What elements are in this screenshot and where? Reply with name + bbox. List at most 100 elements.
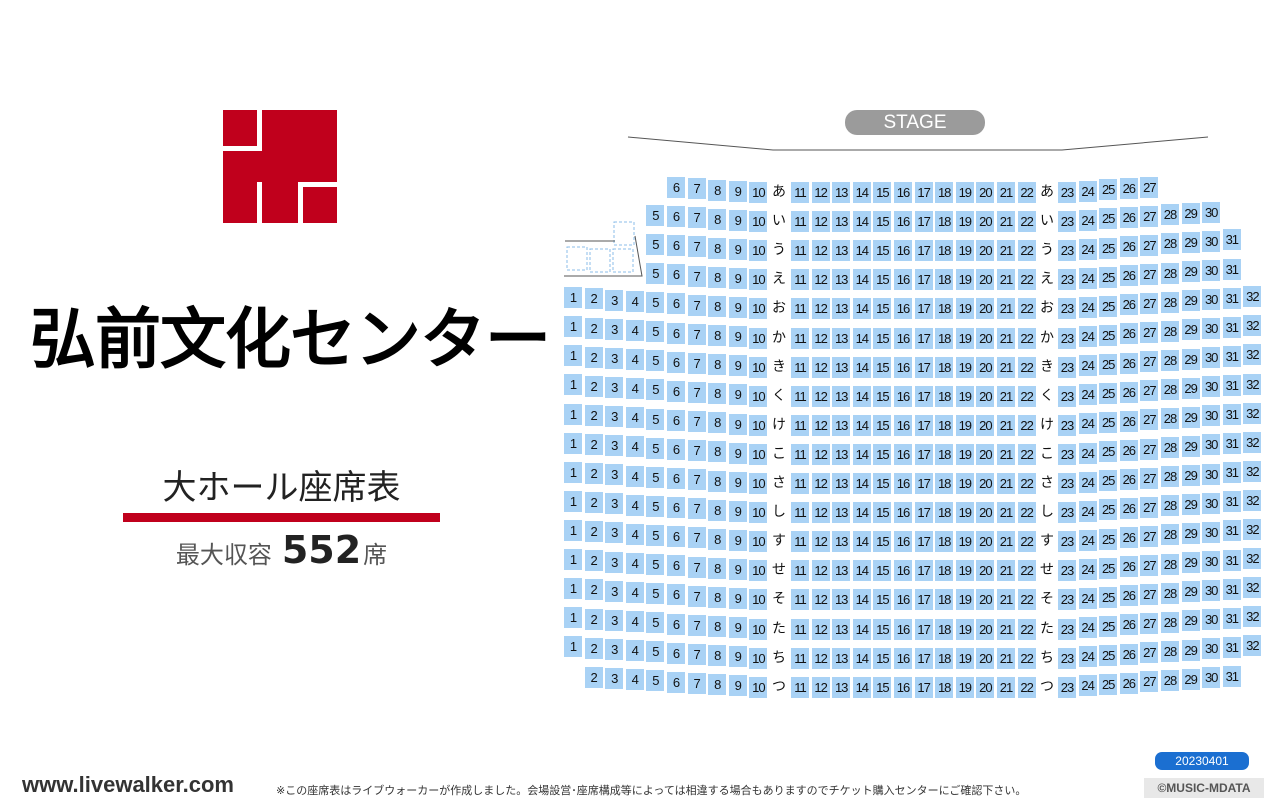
seat: 22 bbox=[1017, 385, 1036, 407]
seat: 3 bbox=[605, 289, 624, 311]
seat: 10 bbox=[749, 473, 768, 494]
seat: 16 bbox=[894, 560, 912, 582]
seat: 23 bbox=[1058, 647, 1076, 669]
seat: 25 bbox=[1099, 644, 1118, 666]
seat: 2 bbox=[584, 375, 603, 397]
seat: 21 bbox=[997, 414, 1015, 436]
seat: 27 bbox=[1140, 380, 1159, 402]
seat: 19 bbox=[955, 211, 974, 233]
seat: 7 bbox=[687, 614, 706, 636]
seat: 1 bbox=[564, 374, 582, 396]
seat: 17 bbox=[914, 327, 933, 349]
seat: 31 bbox=[1222, 404, 1241, 425]
seat: 16 bbox=[894, 647, 912, 669]
seat: 18 bbox=[935, 443, 954, 465]
seat: 26 bbox=[1119, 410, 1138, 432]
row-label: お bbox=[1040, 300, 1054, 317]
seat: 12 bbox=[811, 211, 830, 233]
seat: 12 bbox=[811, 676, 830, 698]
seat: 25 bbox=[1099, 266, 1118, 288]
seat: 32 bbox=[1243, 431, 1262, 453]
row-label: そ bbox=[1040, 591, 1054, 608]
seat: 12 bbox=[811, 385, 830, 407]
seat: 7 bbox=[687, 323, 706, 345]
seat: 22 bbox=[1017, 473, 1036, 494]
seat: 19 bbox=[955, 414, 974, 436]
seat: 15 bbox=[873, 502, 892, 524]
seat: 14 bbox=[852, 676, 871, 698]
seat: 11 bbox=[791, 211, 809, 233]
seat: 14 bbox=[852, 531, 871, 553]
seat: 10 bbox=[749, 647, 768, 669]
seat: 20 bbox=[976, 502, 995, 524]
seat: 19 bbox=[955, 647, 974, 669]
seat: 7 bbox=[687, 236, 706, 258]
seat: 31 bbox=[1222, 491, 1241, 513]
seat: 2 bbox=[584, 433, 603, 455]
seat: 29 bbox=[1181, 261, 1200, 283]
seat: 6 bbox=[667, 206, 685, 228]
seat: 11 bbox=[791, 443, 809, 465]
seat: 31 bbox=[1222, 607, 1241, 629]
seat: 28 bbox=[1161, 611, 1179, 633]
seat: 14 bbox=[852, 240, 871, 262]
seat: 32 bbox=[1243, 577, 1262, 599]
seat: 27 bbox=[1140, 642, 1159, 664]
seat: 8 bbox=[708, 266, 727, 288]
seat: 26 bbox=[1119, 585, 1138, 607]
seat: 21 bbox=[997, 560, 1015, 582]
row-label: し bbox=[1040, 504, 1054, 521]
row-label: く bbox=[1040, 387, 1054, 404]
seat: 25 bbox=[1099, 470, 1118, 492]
row-label: せ bbox=[1040, 562, 1054, 579]
seat: 16 bbox=[894, 269, 912, 291]
seat: 16 bbox=[894, 356, 912, 378]
seat: 13 bbox=[832, 560, 851, 582]
seat: 6 bbox=[667, 555, 685, 577]
seat: 15 bbox=[873, 443, 892, 465]
seat: 9 bbox=[728, 355, 747, 377]
seat: 31 bbox=[1222, 578, 1241, 600]
seat: 5 bbox=[646, 524, 665, 546]
seat: 13 bbox=[832, 502, 851, 524]
seat: 12 bbox=[811, 414, 830, 436]
seat: 12 bbox=[811, 647, 830, 669]
seat: 15 bbox=[873, 182, 892, 203]
row-label: か bbox=[1040, 329, 1054, 346]
seat: 15 bbox=[873, 240, 892, 262]
seat: 9 bbox=[728, 384, 747, 406]
seat: 24 bbox=[1078, 558, 1097, 580]
seat: 27 bbox=[1140, 525, 1159, 547]
seat: 26 bbox=[1119, 323, 1138, 345]
seat: 21 bbox=[997, 298, 1015, 320]
seat: 17 bbox=[914, 443, 933, 465]
seat: 21 bbox=[997, 618, 1015, 640]
seat: 30 bbox=[1202, 405, 1221, 427]
row-label: た bbox=[1040, 620, 1054, 637]
row-label: そ bbox=[772, 591, 786, 608]
row-label: し bbox=[772, 504, 786, 521]
seat: 28 bbox=[1161, 669, 1179, 691]
seat: 3 bbox=[605, 435, 624, 457]
seat: 10 bbox=[749, 182, 768, 203]
seat: 25 bbox=[1099, 557, 1118, 579]
seat: 31 bbox=[1222, 665, 1241, 687]
seat: 17 bbox=[914, 182, 933, 203]
seat: 4 bbox=[625, 552, 644, 574]
seat: 3 bbox=[605, 551, 624, 573]
seat: 11 bbox=[791, 240, 809, 262]
seat: 28 bbox=[1161, 524, 1179, 546]
seat: 14 bbox=[852, 298, 871, 320]
seat: 18 bbox=[935, 298, 954, 320]
seat: 26 bbox=[1119, 381, 1138, 403]
seat: 1 bbox=[564, 578, 582, 600]
seat: 27 bbox=[1140, 613, 1159, 635]
seat: 12 bbox=[811, 618, 830, 640]
seat: 20 bbox=[976, 443, 995, 465]
seat: 14 bbox=[852, 473, 871, 494]
footer-site: www.livewalker.com bbox=[22, 772, 234, 797]
seat: 25 bbox=[1099, 499, 1118, 521]
seat: 9 bbox=[728, 646, 747, 668]
seat: 32 bbox=[1243, 373, 1262, 395]
seat: 29 bbox=[1181, 406, 1200, 428]
